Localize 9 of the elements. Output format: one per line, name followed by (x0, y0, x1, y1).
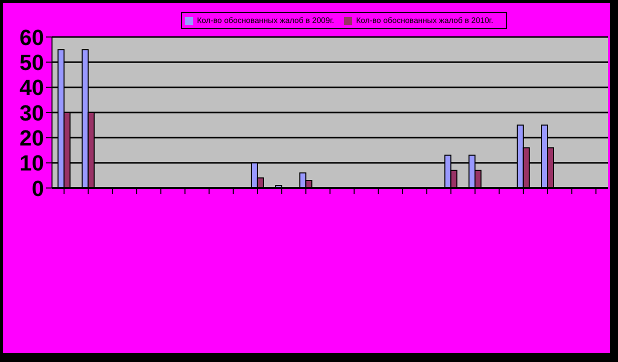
y-tick-label: 40 (20, 75, 44, 100)
y-tick-label: 50 (20, 50, 44, 75)
y-tick-label: 10 (20, 150, 44, 176)
y-tick-label: 20 (20, 125, 44, 150)
y-tick-label: 30 (20, 100, 44, 126)
y-tick-label: 0 (32, 176, 44, 201)
legend-label: Кол-во обоснованных жалоб в 2010г. (356, 16, 494, 25)
y-tick-label: 60 (20, 24, 44, 50)
legend-label: Кол-во обоснованных жалоб в 2009г. (197, 16, 334, 25)
